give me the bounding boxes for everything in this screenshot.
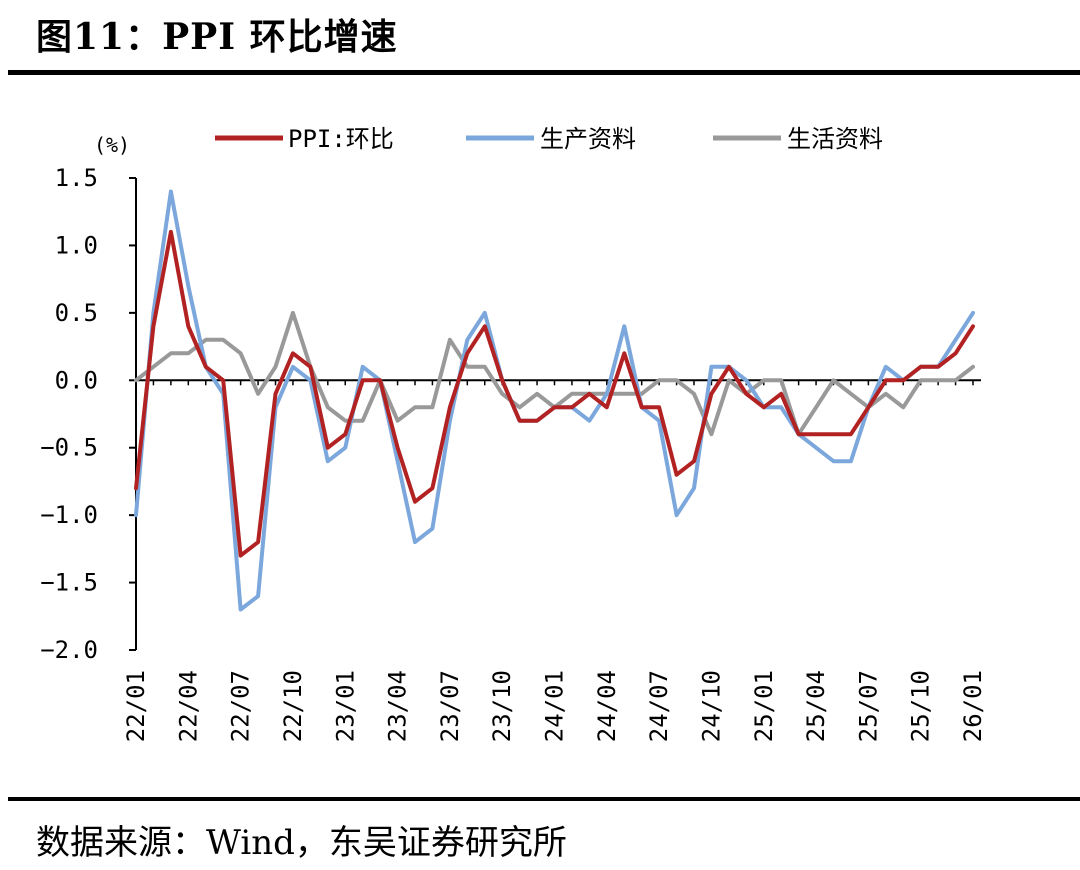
x-tick-label: 23/04 — [384, 670, 412, 742]
x-axis: 22/01 22/04 22/07 22/10 23/01 23/04 23/07 23/10… — [122, 379, 987, 742]
source-note: 数据来源：Wind，东吴证券研究所 — [36, 823, 567, 863]
x-tick-label: 25/04 — [802, 670, 830, 742]
y-axis: 1.5 1.0 0.5 0.0 −0.5 −1.0 −1.5 −2.0 (%) — [40, 133, 137, 664]
y-tick-label: −1.0 — [40, 501, 98, 529]
y-tick-label: −2.0 — [40, 636, 98, 664]
x-tick-label: 22/01 — [122, 670, 150, 742]
x-tick-label: 24/04 — [593, 670, 621, 742]
page-title: 图11：PPI 环比增速 — [36, 16, 398, 58]
series-line-0 — [134, 229, 975, 558]
x-tick-label: 23/07 — [436, 670, 464, 742]
y-tick-label: 0.0 — [55, 366, 98, 394]
y-tick-label: −0.5 — [40, 434, 98, 462]
x-tick-label: 23/10 — [488, 670, 516, 742]
x-tick-label: 24/10 — [697, 670, 725, 742]
x-tick-label: 22/10 — [279, 670, 307, 742]
y-tick-label: 0.5 — [55, 299, 98, 327]
title-divider — [8, 70, 1080, 75]
x-tick-label: 24/01 — [541, 670, 569, 742]
ppi-line-chart: 1.51.00.50.0−0.5−1.0−1.5−2.0(%) 22/01 22/… — [40, 125, 987, 742]
legend-label: PPI:环比 — [288, 125, 394, 153]
legend: PPI:环比 生产资料 生活资料 — [215, 125, 883, 153]
footer-divider — [8, 797, 1080, 801]
y-tick-label: 1.5 — [55, 164, 98, 192]
y-tick-label: 1.0 — [55, 231, 98, 259]
series-layer — [134, 189, 975, 612]
y-axis-unit: (%) — [94, 133, 130, 157]
y-tick-label: −1.5 — [40, 569, 98, 597]
legend-label: 生产资料 — [540, 125, 636, 153]
x-tick-label: 26/01 — [959, 670, 987, 742]
x-tick-label: 24/07 — [645, 670, 673, 742]
plot-area — [136, 178, 983, 650]
x-tick-label: 23/01 — [331, 670, 359, 742]
plot-background — [136, 178, 983, 650]
x-tick-label: 25/10 — [907, 670, 935, 742]
x-tick-label: 22/04 — [174, 670, 202, 742]
x-tick-label: 22/07 — [227, 670, 255, 742]
x-tick-label: 25/07 — [854, 670, 882, 742]
x-tick-label: 25/01 — [750, 670, 778, 742]
legend-label: 生活资料 — [787, 125, 883, 153]
